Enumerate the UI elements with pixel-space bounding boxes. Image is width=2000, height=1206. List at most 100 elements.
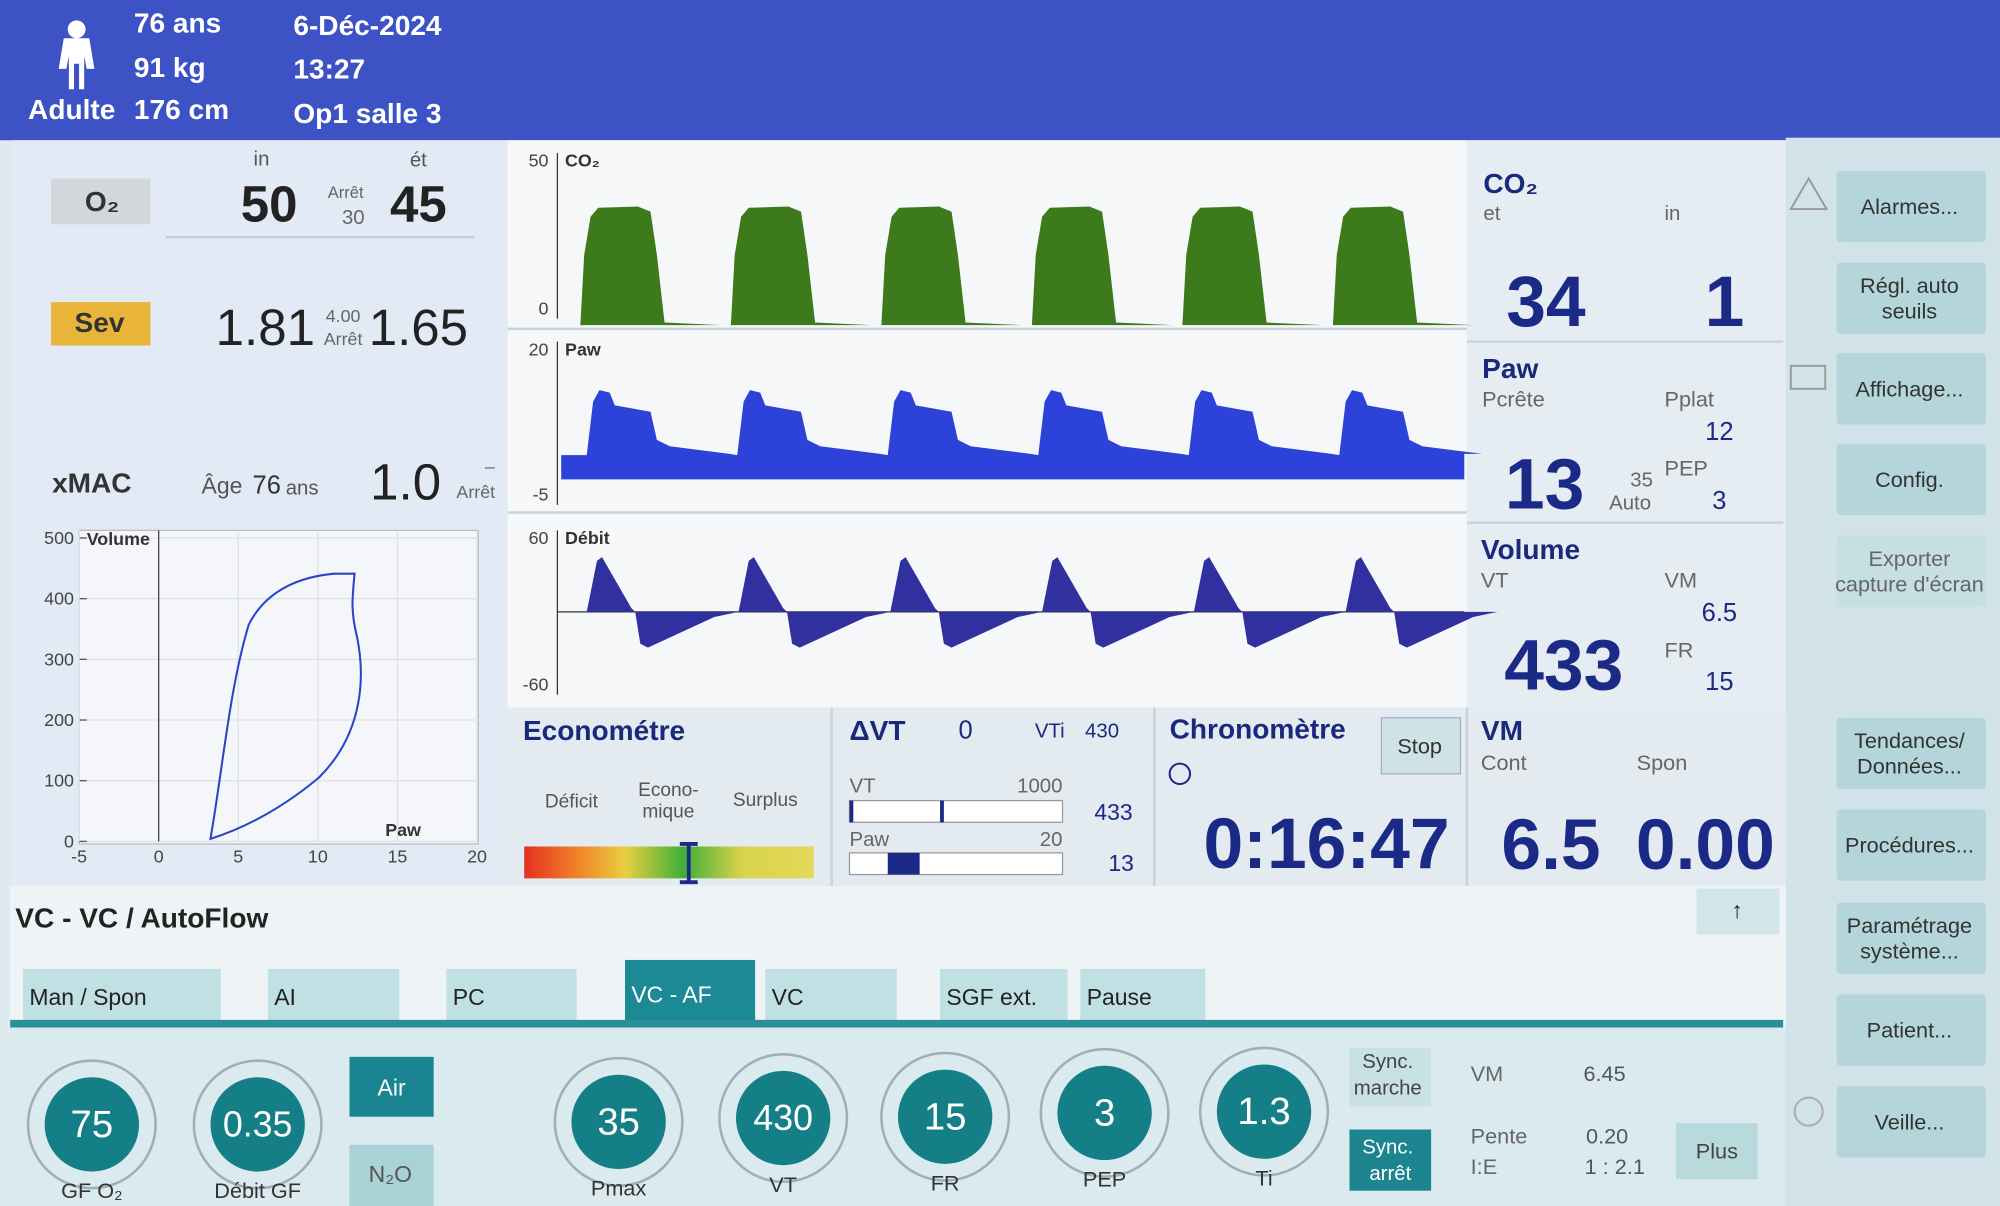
econometer-deficit: Déficit (545, 791, 599, 812)
mode-up[interactable]: ↑ (1732, 897, 1743, 923)
tabs-1[interactable]: AI (274, 984, 296, 1010)
side-buttons-0-0[interactable]: Alarmes... (1861, 194, 1959, 219)
tabs-5[interactable]: SGF ext. (946, 984, 1037, 1010)
loop-xticks-4: 15 (388, 847, 408, 867)
delta-vt-title: ΔVT (849, 715, 905, 746)
waves-co2-yticks-0: 0 (539, 299, 549, 319)
readouts-paw-peak: 13 (1505, 444, 1584, 524)
sync-off-0[interactable]: Sync. (1362, 1136, 1413, 1158)
sync-off-1[interactable]: arrêt (1369, 1163, 1411, 1185)
sync-on-1[interactable]: marche (1354, 1078, 1422, 1100)
knob[interactable] (1057, 1065, 1152, 1161)
gas-buttons-0[interactable]: Air (378, 1074, 406, 1100)
readouts-co2-et: 34 (1506, 262, 1586, 342)
side-buttons-4-0[interactable]: Exporter (1868, 546, 1950, 571)
n2o-button[interactable] (349, 1144, 434, 1206)
knob[interactable] (210, 1077, 305, 1172)
more-button[interactable] (1676, 1123, 1758, 1180)
side-buttons-3-0[interactable]: Config. (1875, 467, 1944, 492)
tabs-4[interactable]: VC (772, 984, 804, 1010)
side-button[interactable] (1836, 902, 1986, 974)
side-button[interactable] (1836, 717, 1986, 790)
side-button[interactable] (1836, 535, 1986, 607)
vm-title: VM (1481, 715, 1523, 746)
header-date: 6-Déc-2024 (293, 10, 442, 41)
header-time: 13:27 (293, 53, 365, 84)
gases-sev-et: 1.65 (369, 299, 468, 356)
air-button[interactable] (349, 1056, 434, 1117)
side-buttons-4-1[interactable]: capture d'écran (1835, 571, 1984, 596)
knobs-4-value[interactable]: 15 (924, 1095, 967, 1138)
tabs-3[interactable]: VC - AF (631, 981, 711, 1007)
knob[interactable] (897, 1069, 993, 1164)
econometer-marker (679, 842, 698, 885)
tabs-2[interactable]: PC (453, 984, 485, 1010)
knobs-2-value[interactable]: 35 (597, 1100, 640, 1143)
knobs-5-value[interactable]: 3 (1094, 1091, 1115, 1134)
readouts-volume-title: Volume (1481, 534, 1580, 565)
side-button[interactable] (1836, 1086, 1986, 1158)
vm-cont: 6.5 (1501, 805, 1600, 885)
stop-button[interactable] (1380, 717, 1462, 775)
side-button[interactable] (1836, 262, 1986, 335)
delta-vt-vt: 433 (1094, 799, 1132, 825)
tab[interactable] (625, 959, 756, 1027)
sync-on-button[interactable] (1349, 1047, 1432, 1107)
delta-vt-vt-max: 1000 (1017, 776, 1062, 798)
side-button[interactable] (1836, 353, 1986, 425)
knobs-0-value[interactable]: 75 (71, 1103, 114, 1146)
side-buttons-2-0[interactable]: Affichage... (1855, 376, 1963, 401)
tab[interactable] (267, 968, 400, 1020)
knobs-3-value[interactable]: 430 (753, 1098, 813, 1138)
readouts-volume-vm-label: VM (1665, 568, 1697, 593)
knobs-1-value[interactable]: 0.35 (223, 1104, 292, 1144)
econometer-title: Econométre (523, 715, 685, 746)
chrono-stop[interactable]: Stop (1397, 733, 1442, 758)
tab[interactable] (446, 968, 577, 1020)
side-button[interactable] (1836, 443, 1986, 516)
side-buttons-9-0[interactable]: Veille... (1875, 1109, 1945, 1134)
vm-spon: 0.00 (1636, 805, 1775, 885)
side-button[interactable] (1836, 809, 1986, 881)
tab[interactable] (765, 968, 897, 1020)
gas-buttons-1[interactable]: N₂O (369, 1161, 412, 1187)
side-buttons-7-1[interactable]: système... (1860, 939, 1959, 964)
tab[interactable] (1080, 968, 1206, 1020)
side-buttons-1-0[interactable]: Régl. auto (1860, 273, 1959, 298)
mode-title: VC - VC / AutoFlow (15, 902, 268, 933)
side-buttons-1-1[interactable]: seuils (1882, 299, 1938, 324)
knob-ring (553, 1056, 684, 1187)
header-height: 176 cm (134, 94, 229, 125)
settings-more[interactable]: Plus (1696, 1139, 1738, 1164)
side-buttons-7-0[interactable]: Paramétrage (1847, 913, 1972, 938)
paw-bar (848, 852, 1064, 876)
delta-vt-paw: 13 (1108, 850, 1134, 876)
loop-x-label: Paw (385, 820, 421, 840)
up-button[interactable] (1696, 888, 1780, 935)
gases-o2-in: 50 (241, 175, 298, 232)
tabs-6[interactable]: Pause (1087, 984, 1152, 1010)
tab[interactable] (22, 968, 221, 1020)
side-buttons-6-0[interactable]: Procédures... (1845, 833, 1974, 858)
sync-on-0[interactable]: Sync. (1362, 1051, 1413, 1073)
delta-vt-paw-label: Paw (849, 829, 889, 851)
side-buttons-8-0[interactable]: Patient... (1867, 1018, 1953, 1043)
knobs-6-label: Ti (1255, 1165, 1272, 1190)
vt-bar-marker (940, 800, 944, 823)
sync-off-button[interactable] (1349, 1129, 1432, 1191)
side-button[interactable] (1836, 170, 1986, 243)
vt-bar-start (849, 800, 854, 823)
side-buttons-5-1[interactable]: Données... (1857, 754, 1962, 779)
readouts-co2-title: CO₂ (1483, 168, 1538, 199)
side-buttons-5-0[interactable]: Tendances/ (1854, 728, 1966, 753)
knob[interactable] (1216, 1064, 1312, 1159)
side-button[interactable] (1836, 994, 1986, 1066)
knob[interactable] (571, 1074, 666, 1170)
knob[interactable] (735, 1070, 831, 1166)
readouts-volume-vt: 433 (1504, 625, 1623, 705)
tab[interactable] (940, 968, 1068, 1020)
knob[interactable] (44, 1077, 140, 1172)
knobs-6-value[interactable]: 1.3 (1237, 1090, 1290, 1133)
tabs-0[interactable]: Man / Spon (29, 984, 146, 1010)
